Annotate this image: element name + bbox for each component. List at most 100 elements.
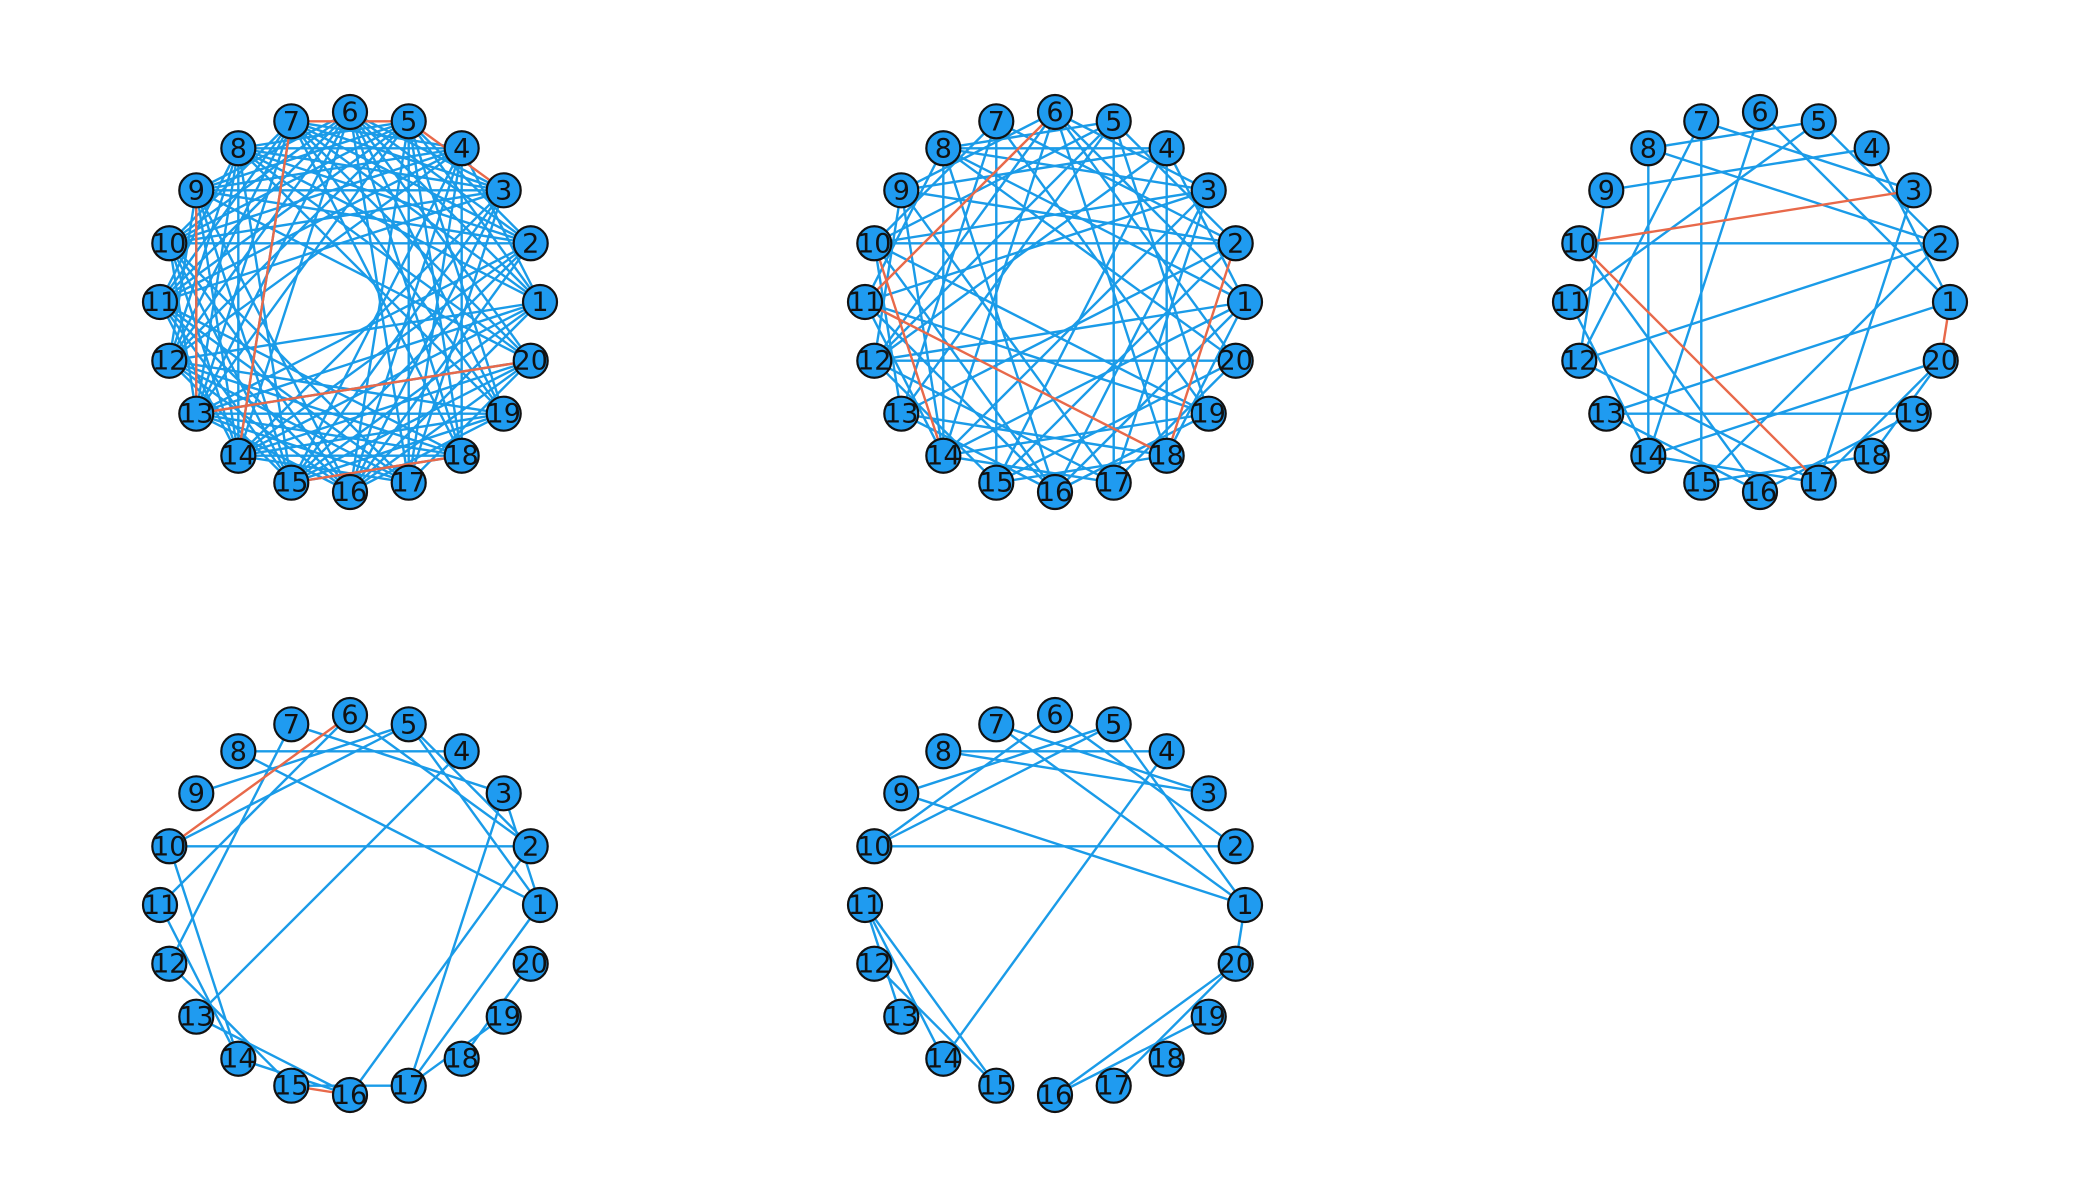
graph-edge <box>158 301 240 457</box>
graph-edge <box>1578 359 1820 484</box>
graph-edge <box>290 120 505 192</box>
graph-node <box>883 998 920 1035</box>
node-label: 4 <box>453 736 470 767</box>
graph-node <box>1095 706 1132 743</box>
graph-node <box>443 1040 480 1077</box>
graph-node <box>485 172 522 209</box>
node-label: 14 <box>1631 441 1665 472</box>
graph-node <box>1148 733 1185 770</box>
graph-edge <box>349 714 532 848</box>
graph-edge <box>942 750 1168 1060</box>
graph-edge <box>900 190 945 456</box>
node-label: 12 <box>1562 346 1596 377</box>
graph-edge <box>1647 147 1942 245</box>
graph-node <box>1190 172 1227 209</box>
graph-edge <box>195 148 240 414</box>
graph-edge <box>238 412 504 457</box>
graph-edge <box>1112 120 1210 415</box>
graph-edge <box>407 189 505 484</box>
graph-node <box>390 706 427 743</box>
graph-edge <box>863 904 945 1060</box>
graph-node <box>1148 1040 1185 1077</box>
node-label: 2 <box>1227 831 1244 862</box>
node-label: 4 <box>453 133 470 164</box>
graph-node <box>1190 775 1227 812</box>
graph-edge <box>1817 189 1915 484</box>
node-label: 11 <box>1553 287 1587 318</box>
graph-edge <box>1701 454 1872 484</box>
graph-edge <box>195 412 351 494</box>
graph-edge <box>1759 412 1915 494</box>
graph-edge <box>159 111 351 303</box>
graph-node <box>178 172 215 209</box>
graph-edge <box>168 147 463 245</box>
node-label: 4 <box>1863 133 1880 164</box>
graph-edge <box>900 412 1056 494</box>
graph-edge <box>873 359 998 484</box>
graph-node <box>220 130 257 167</box>
node-label: 3 <box>1200 778 1217 809</box>
graph-edge <box>159 120 293 303</box>
node-label: 1 <box>531 890 548 921</box>
graph-edge <box>348 121 410 493</box>
graph-edge <box>873 243 903 414</box>
graph-edge <box>1606 147 1872 192</box>
graph-edge <box>1700 242 1942 484</box>
node-label: 9 <box>1598 175 1615 206</box>
node-label: 13 <box>884 1002 918 1033</box>
graph-edge <box>291 120 462 150</box>
node-label: 18 <box>444 1044 478 1075</box>
graph-edge <box>1817 120 1942 245</box>
node-label: 15 <box>274 1071 308 1102</box>
node-label: 3 <box>495 778 512 809</box>
graph-node <box>1217 342 1254 379</box>
node-label: 20 <box>514 346 548 377</box>
graph-node <box>390 464 427 501</box>
node-label: 12 <box>152 346 186 377</box>
graph-edge <box>195 110 351 192</box>
graph-node <box>856 828 893 865</box>
highlighted-edge <box>864 111 1056 303</box>
graph-edge <box>290 120 463 457</box>
graph-node <box>443 437 480 474</box>
graph-edge <box>168 359 351 493</box>
graph-node <box>521 886 559 924</box>
graph-node <box>1741 473 1779 511</box>
node-label: 13 <box>179 399 213 430</box>
graph-edge <box>943 120 1114 150</box>
graph-edge <box>942 147 1237 362</box>
graph-edge <box>349 111 532 245</box>
graph-edge <box>873 962 998 1087</box>
node-label: 3 <box>1200 175 1217 206</box>
graph-edge <box>1870 147 1952 303</box>
graph-node <box>1095 464 1132 501</box>
graph-node <box>925 733 962 770</box>
graph-edge <box>873 242 1210 415</box>
graph-node <box>1551 283 1589 321</box>
graph-edge <box>168 723 410 848</box>
graph-edge <box>1112 359 1237 484</box>
graph-edge <box>873 120 1115 362</box>
graph-edge <box>168 242 293 484</box>
graph-edge <box>1759 111 1951 303</box>
node-label: 17 <box>1097 468 1131 499</box>
graph-node <box>1630 437 1667 474</box>
node-label: 6 <box>341 700 358 731</box>
graph-node <box>856 225 893 262</box>
node-label: 14 <box>221 1044 255 1075</box>
graph-edge <box>407 904 541 1087</box>
node-label: 19 <box>1192 1002 1226 1033</box>
node-label: 5 <box>1105 709 1122 740</box>
graph-edge <box>195 189 532 362</box>
graph-node <box>512 225 549 262</box>
graph-edge <box>1054 962 1237 1096</box>
graph-node <box>925 437 962 474</box>
graph-edge <box>237 359 532 457</box>
graph-node <box>151 225 188 262</box>
graph-edge <box>168 359 410 484</box>
graph-edge <box>238 120 409 150</box>
node-label: 18 <box>1149 441 1183 472</box>
graph-edge <box>159 301 351 493</box>
graph-edge <box>195 120 293 415</box>
